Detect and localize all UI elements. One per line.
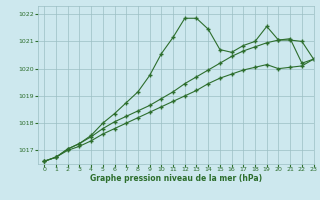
X-axis label: Graphe pression niveau de la mer (hPa): Graphe pression niveau de la mer (hPa) [90, 174, 262, 183]
